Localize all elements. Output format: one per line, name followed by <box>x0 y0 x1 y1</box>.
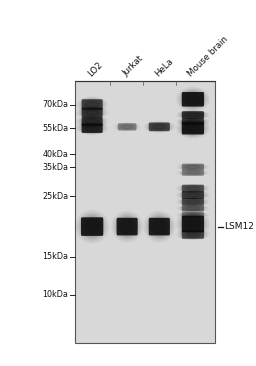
FancyBboxPatch shape <box>82 99 103 110</box>
Ellipse shape <box>185 193 201 197</box>
FancyBboxPatch shape <box>149 123 170 131</box>
Ellipse shape <box>186 193 200 197</box>
Bar <box>75 81 215 343</box>
FancyBboxPatch shape <box>182 191 204 199</box>
Ellipse shape <box>187 200 199 203</box>
Text: HeLa: HeLa <box>153 56 175 78</box>
Ellipse shape <box>187 113 199 117</box>
Ellipse shape <box>81 216 103 237</box>
Ellipse shape <box>182 122 204 135</box>
FancyBboxPatch shape <box>118 123 136 130</box>
Ellipse shape <box>187 95 199 104</box>
FancyBboxPatch shape <box>149 218 170 235</box>
Ellipse shape <box>186 94 200 104</box>
FancyBboxPatch shape <box>182 164 204 170</box>
Ellipse shape <box>85 220 99 234</box>
FancyBboxPatch shape <box>182 111 204 119</box>
FancyBboxPatch shape <box>182 216 204 232</box>
Ellipse shape <box>186 120 200 123</box>
Ellipse shape <box>84 219 100 235</box>
FancyBboxPatch shape <box>82 108 103 117</box>
Ellipse shape <box>150 218 168 235</box>
Text: LSM12: LSM12 <box>224 222 254 231</box>
Ellipse shape <box>186 113 200 117</box>
Ellipse shape <box>183 123 202 134</box>
Ellipse shape <box>87 126 98 131</box>
Ellipse shape <box>149 217 169 236</box>
Ellipse shape <box>153 124 166 129</box>
FancyBboxPatch shape <box>182 230 204 239</box>
FancyBboxPatch shape <box>116 218 138 235</box>
Ellipse shape <box>87 102 98 107</box>
Ellipse shape <box>83 124 101 132</box>
Text: 70kDa: 70kDa <box>42 100 68 109</box>
Ellipse shape <box>87 119 98 124</box>
Ellipse shape <box>187 194 199 197</box>
Text: 40kDa: 40kDa <box>42 150 68 159</box>
Ellipse shape <box>185 217 201 231</box>
Ellipse shape <box>154 221 165 232</box>
Ellipse shape <box>187 219 199 229</box>
Ellipse shape <box>84 101 100 108</box>
FancyBboxPatch shape <box>182 205 204 212</box>
Text: 55kDa: 55kDa <box>42 124 68 132</box>
Ellipse shape <box>86 221 98 232</box>
Ellipse shape <box>84 125 100 131</box>
Ellipse shape <box>84 119 100 125</box>
Ellipse shape <box>185 113 201 117</box>
Ellipse shape <box>185 93 201 105</box>
Text: 15kDa: 15kDa <box>42 252 68 261</box>
Ellipse shape <box>154 125 165 129</box>
Ellipse shape <box>86 125 99 131</box>
FancyBboxPatch shape <box>182 185 204 193</box>
FancyBboxPatch shape <box>182 170 204 176</box>
FancyBboxPatch shape <box>182 212 204 218</box>
Ellipse shape <box>83 118 101 125</box>
FancyBboxPatch shape <box>182 92 204 107</box>
Ellipse shape <box>187 120 199 123</box>
Ellipse shape <box>187 124 199 132</box>
Ellipse shape <box>186 200 200 203</box>
Ellipse shape <box>86 109 99 115</box>
Text: 10kDa: 10kDa <box>42 290 68 299</box>
Text: 35kDa: 35kDa <box>42 163 68 172</box>
Ellipse shape <box>185 120 201 123</box>
Ellipse shape <box>83 217 102 236</box>
Ellipse shape <box>187 232 199 236</box>
Ellipse shape <box>182 215 204 233</box>
Ellipse shape <box>120 220 134 233</box>
Ellipse shape <box>182 92 204 107</box>
FancyBboxPatch shape <box>81 217 103 236</box>
Ellipse shape <box>186 232 200 237</box>
Ellipse shape <box>152 219 167 234</box>
Ellipse shape <box>87 110 98 115</box>
Text: 25kDa: 25kDa <box>42 192 68 201</box>
Ellipse shape <box>122 221 133 232</box>
Ellipse shape <box>187 187 199 190</box>
Text: LO2: LO2 <box>86 60 104 78</box>
Ellipse shape <box>186 218 200 230</box>
Ellipse shape <box>183 92 202 106</box>
Ellipse shape <box>84 109 100 116</box>
FancyBboxPatch shape <box>82 117 103 126</box>
FancyBboxPatch shape <box>182 122 204 134</box>
FancyBboxPatch shape <box>182 198 204 205</box>
Ellipse shape <box>183 216 202 232</box>
Ellipse shape <box>86 101 99 108</box>
Text: Jurkat: Jurkat <box>121 54 145 78</box>
Ellipse shape <box>117 217 137 236</box>
Ellipse shape <box>119 219 135 234</box>
Ellipse shape <box>86 119 99 124</box>
FancyBboxPatch shape <box>182 118 204 125</box>
Ellipse shape <box>118 218 136 235</box>
Ellipse shape <box>186 124 200 132</box>
Ellipse shape <box>183 112 202 117</box>
FancyBboxPatch shape <box>82 123 103 133</box>
Ellipse shape <box>185 123 201 133</box>
Ellipse shape <box>153 220 166 233</box>
Text: Mouse brain: Mouse brain <box>187 34 230 78</box>
